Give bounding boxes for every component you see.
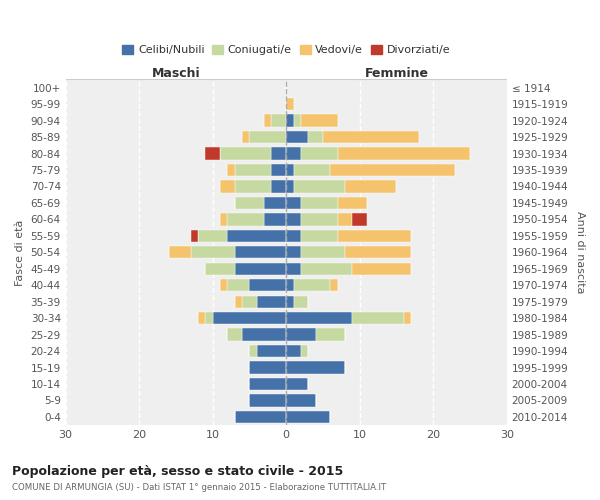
Bar [286,345,301,357]
Bar [271,164,286,176]
Text: Femmine: Femmine [364,68,428,80]
Bar [352,312,404,324]
Y-axis label: Anni di nascita: Anni di nascita [575,211,585,294]
Bar [286,296,293,308]
Bar [220,279,227,291]
Bar [301,197,338,209]
Bar [264,114,271,127]
Bar [271,148,286,160]
Bar [293,296,308,308]
Bar [271,114,286,127]
Bar [235,296,242,308]
Bar [250,279,286,291]
Bar [235,410,286,423]
Bar [286,131,308,143]
Bar [286,197,301,209]
Bar [345,180,397,192]
Bar [308,131,323,143]
Bar [286,230,301,242]
Bar [220,180,235,192]
Bar [352,262,411,275]
Bar [338,197,367,209]
Bar [286,213,301,226]
Bar [227,213,264,226]
Bar [250,345,257,357]
Bar [242,328,286,341]
Bar [293,279,331,291]
Bar [301,114,338,127]
Bar [235,246,286,258]
Bar [250,131,286,143]
Bar [286,279,293,291]
Bar [257,296,286,308]
Bar [242,296,257,308]
Bar [257,345,286,357]
Bar [286,246,301,258]
Bar [250,378,286,390]
Legend: Celibi/Nubili, Coniugati/e, Vedovi/e, Divorziati/e: Celibi/Nubili, Coniugati/e, Vedovi/e, Di… [118,40,454,60]
Bar [286,410,331,423]
Bar [301,230,338,242]
Bar [286,378,308,390]
Bar [227,164,235,176]
Bar [301,345,308,357]
Bar [191,246,235,258]
Bar [227,328,242,341]
Bar [264,197,286,209]
Bar [293,164,331,176]
Bar [250,394,286,406]
Bar [286,328,316,341]
Bar [242,131,250,143]
Bar [323,131,419,143]
Bar [286,312,352,324]
Bar [250,362,286,374]
Bar [286,180,293,192]
Bar [286,394,316,406]
Bar [191,230,198,242]
Bar [235,180,271,192]
Bar [205,148,220,160]
Bar [331,164,455,176]
Bar [169,246,191,258]
Bar [220,148,271,160]
Bar [301,213,338,226]
Bar [301,246,345,258]
Bar [212,312,286,324]
Bar [301,262,352,275]
Bar [345,246,411,258]
Bar [338,213,352,226]
Bar [286,164,293,176]
Bar [331,279,338,291]
Bar [271,180,286,192]
Bar [316,328,345,341]
Bar [235,197,264,209]
Bar [235,262,286,275]
Bar [404,312,411,324]
Y-axis label: Fasce di età: Fasce di età [15,219,25,286]
Bar [286,362,345,374]
Text: Maschi: Maschi [152,68,200,80]
Bar [220,213,227,226]
Bar [198,230,227,242]
Bar [205,262,235,275]
Text: Popolazione per età, sesso e stato civile - 2015: Popolazione per età, sesso e stato civil… [12,465,343,478]
Bar [205,312,212,324]
Text: COMUNE DI ARMUNGIA (SU) - Dati ISTAT 1° gennaio 2015 - Elaborazione TUTTITALIA.I: COMUNE DI ARMUNGIA (SU) - Dati ISTAT 1° … [12,482,386,492]
Bar [286,114,293,127]
Bar [338,148,470,160]
Bar [293,180,345,192]
Bar [338,230,411,242]
Bar [235,164,271,176]
Bar [227,279,250,291]
Bar [264,213,286,226]
Bar [198,312,205,324]
Bar [301,148,338,160]
Bar [286,148,301,160]
Bar [227,230,286,242]
Bar [352,213,367,226]
Bar [286,98,293,110]
Bar [293,114,301,127]
Bar [286,262,301,275]
